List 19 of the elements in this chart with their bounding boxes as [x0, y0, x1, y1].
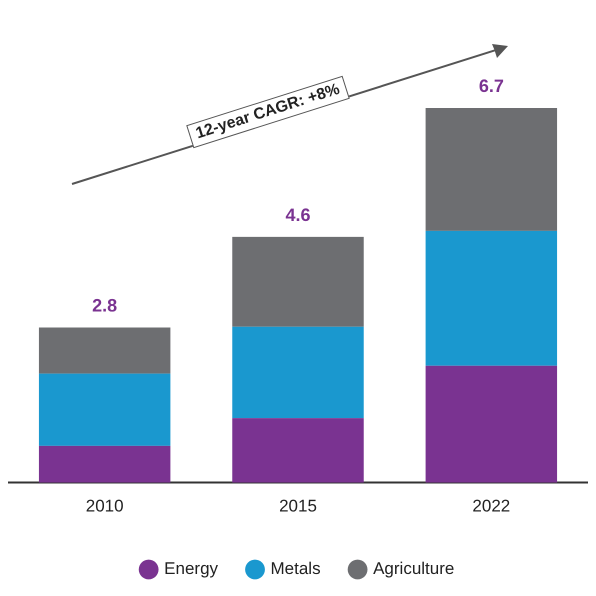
bar — [232, 236, 364, 327]
legend-label: Energy — [164, 559, 219, 578]
annotation: 12-year CAGR: +8% — [186, 76, 350, 148]
bar — [38, 374, 170, 446]
x-tick-label: 2015 — [279, 496, 317, 516]
bar — [426, 366, 558, 483]
legend-label: Agriculture — [373, 559, 454, 578]
bar — [426, 108, 558, 231]
bar — [38, 446, 170, 483]
bar — [232, 418, 364, 483]
bar — [232, 326, 364, 418]
annotation: 4.6 — [285, 204, 311, 225]
x-tick-label: 2022 — [472, 496, 510, 516]
x-tick-label: 2010 — [86, 496, 124, 516]
annotation: 6.7 — [478, 76, 504, 96]
bar — [38, 328, 170, 374]
bar — [426, 230, 558, 366]
legend-label: Metals — [270, 559, 321, 578]
annotation: 2.8 — [92, 295, 118, 316]
